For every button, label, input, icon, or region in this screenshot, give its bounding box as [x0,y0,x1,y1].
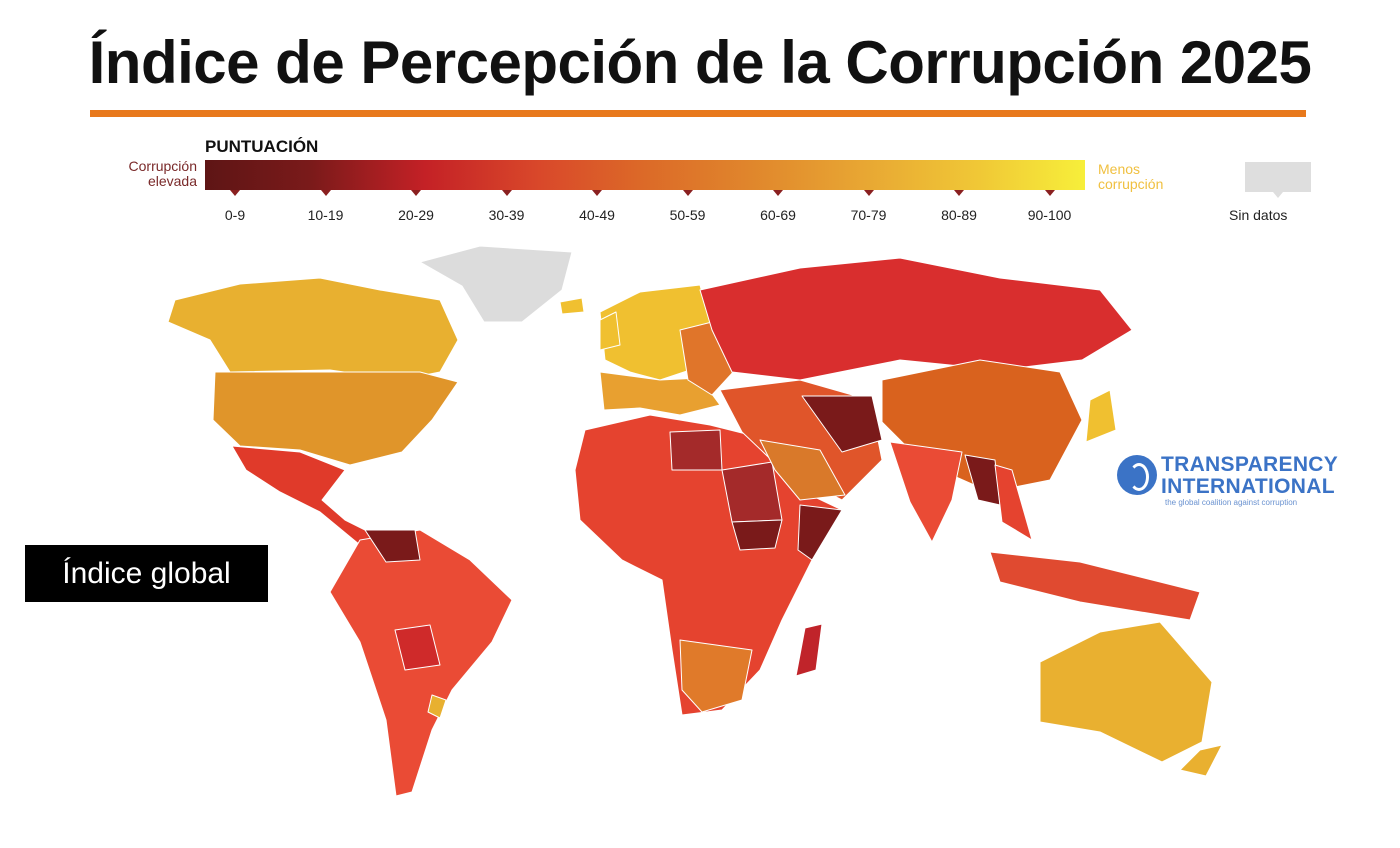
region-new-zealand [1179,744,1223,777]
transparency-international-logo: TRANSPARENCY INTERNATIONAL the global co… [1115,450,1355,510]
legend-tick [320,190,331,196]
logo-tagline: the global coalition against corruption [1165,498,1298,507]
legend-tick [1044,190,1055,196]
region-greenland [419,245,573,323]
legend-tick [773,190,783,196]
region-libya [669,429,723,471]
legend-no-data-swatch [1245,162,1311,192]
region-southern-africa [679,639,753,713]
region-south-sudan [731,519,783,551]
region-russia [699,257,1133,381]
region-iceland [559,297,585,315]
region-somalia [797,504,843,561]
legend-tick [863,190,874,196]
legend-heading: PUNTUACIÓN [205,137,319,156]
legend-tick [411,190,421,196]
logo-globe-icon [1117,455,1157,495]
legend-range-label: 80-89 [941,207,977,223]
legend-no-data-label: Sin datos [1229,207,1288,223]
region-australia [1039,621,1213,763]
region-usa [212,371,459,466]
legend-range-label: 10-19 [307,207,344,223]
legend-range-label: 40-49 [579,207,615,223]
region-southern-europe [599,371,721,416]
region-bolivia [394,624,441,671]
legend-right-label: Menos corrupción [1098,161,1164,192]
legend-range-label: 60-69 [760,207,796,223]
legend-tick [501,190,512,196]
region-canada [167,277,459,381]
legend-range-label: 30-39 [488,207,525,223]
region-sudan [721,461,783,523]
logo-name: TRANSPARENCY INTERNATIONAL [1161,453,1338,498]
title-divider [90,110,1306,117]
legend-range-label: 70-79 [850,207,887,223]
legend-tick [954,190,964,196]
global-index-badge: Índice global [25,545,268,602]
region-indonesia [989,551,1201,621]
legend-range-label: 50-59 [669,207,706,223]
region-madagascar [795,623,823,677]
region-saudi-arabia [759,439,846,501]
legend-tick [682,190,693,196]
region-venezuela [364,529,421,563]
region-uk-ireland [599,311,621,351]
region-southeast-asia [994,464,1033,541]
region-afghanistan-iran [801,395,883,453]
legend-range-label: 90-100 [1027,207,1072,223]
legend-left-label: Corrupción elevada [128,158,197,189]
region-japan [1085,389,1117,443]
legend-range-label: 0-9 [224,207,246,223]
region-india [889,441,963,543]
page-title: Índice de Percepción de la Corrupción 20… [88,29,1312,96]
legend-range-label: 20-29 [398,207,434,223]
region-uruguay-chile-south [427,694,447,719]
legend-tick [230,190,240,196]
legend-color-scale [205,160,1085,190]
legend-no-data-pointer [1273,192,1283,198]
legend-tick [592,190,602,196]
